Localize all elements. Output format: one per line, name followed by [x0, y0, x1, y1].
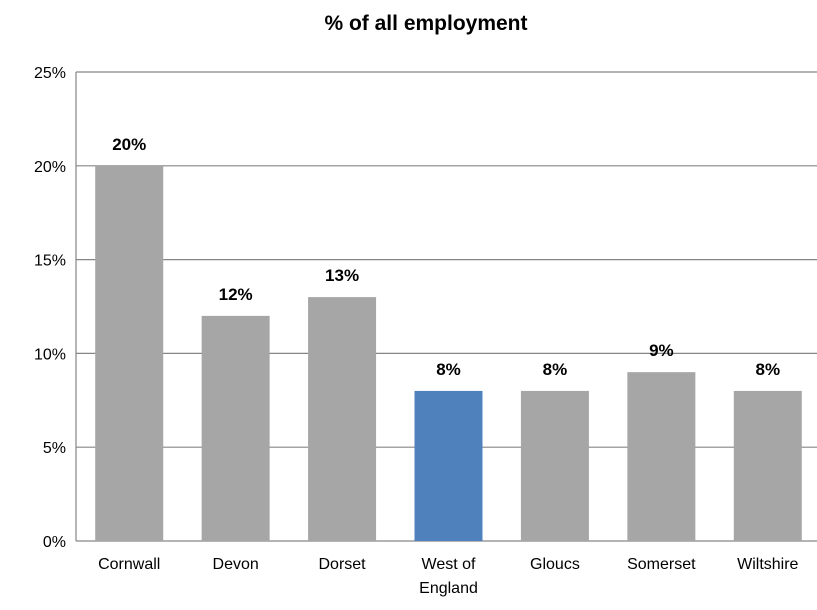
data-label: 20% — [112, 135, 146, 154]
y-axis-ticks: 0% 5% 10% 15% 20% 25% — [34, 65, 66, 551]
category-label: Cornwall — [98, 556, 160, 573]
category-label-line: England — [419, 580, 478, 597]
y-tick-label: 15% — [34, 253, 66, 270]
category-label: Dorset — [319, 556, 367, 573]
category-label: Somerset — [627, 556, 696, 573]
gridlines — [75, 71, 817, 542]
category-label-line: Dorset — [319, 556, 367, 573]
category-label-line: Wiltshire — [737, 556, 798, 573]
chart-title: % of all employment — [324, 12, 527, 35]
bar-somerset — [627, 372, 696, 541]
y-tick-label: 20% — [34, 159, 66, 176]
x-axis-categories: Cornwall Devon Dorset West of England Gloucs S… — [98, 556, 798, 597]
data-labels: 20% 12% 13% 8% 8% 9% 8% — [112, 135, 780, 379]
y-tick-label: 0% — [43, 534, 66, 551]
y-tick-label: 25% — [34, 65, 66, 82]
category-label-line: West of — [422, 556, 477, 573]
data-label: 13% — [325, 266, 359, 285]
category-label-line: Somerset — [627, 556, 696, 573]
data-label: 8% — [755, 360, 780, 379]
data-label: 8% — [436, 360, 461, 379]
bars — [95, 165, 802, 542]
category-label: Devon — [213, 556, 259, 573]
bar-cornwall — [95, 165, 164, 542]
y-tick-label: 5% — [43, 440, 66, 457]
category-label-line: Cornwall — [98, 556, 160, 573]
category-label: West of England — [419, 556, 478, 597]
category-label-line: Gloucs — [530, 556, 580, 573]
data-label: 8% — [543, 360, 568, 379]
bar-west-of-england — [414, 390, 483, 541]
category-label: Wiltshire — [737, 556, 798, 573]
y-tick-label: 10% — [34, 346, 66, 363]
category-label: Gloucs — [530, 556, 580, 573]
data-label: 9% — [649, 341, 674, 360]
bar-wiltshire — [733, 390, 802, 541]
category-label-line: Devon — [213, 556, 259, 573]
data-label: 12% — [219, 285, 253, 304]
bar-gloucs — [520, 390, 589, 541]
bar-devon — [201, 315, 270, 541]
bar-dorset — [308, 297, 377, 541]
